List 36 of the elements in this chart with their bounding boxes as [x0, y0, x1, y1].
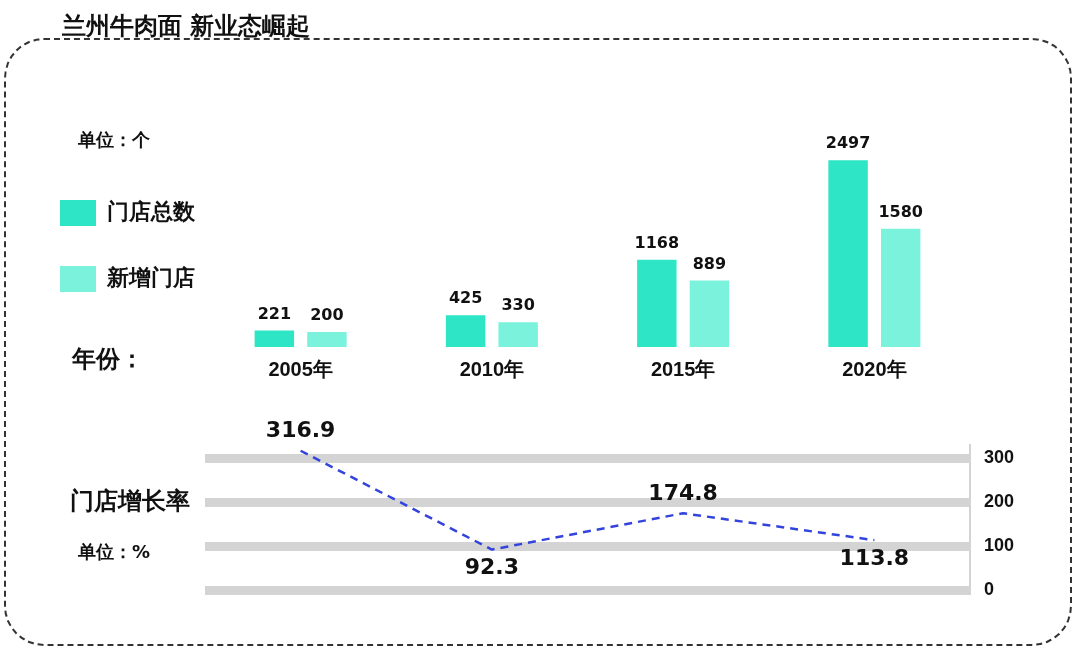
- y-tick-label: 200: [984, 491, 1015, 512]
- data-label: 174.8: [648, 480, 718, 506]
- data-label: 1580: [878, 201, 923, 221]
- data-label: 200: [310, 305, 344, 325]
- data-label: 2497: [825, 133, 871, 153]
- data-label: 92.3: [464, 554, 520, 580]
- chart-title: 兰州牛肉面 新业态崛起: [62, 11, 311, 42]
- bar: [689, 280, 730, 347]
- y-tick-label: 100: [984, 535, 1015, 556]
- bar: [307, 332, 347, 347]
- data-label: 425: [448, 288, 483, 308]
- legend-label: 新增门店: [106, 265, 195, 291]
- x-axis-title: 年份：: [72, 344, 144, 375]
- bar: [498, 322, 538, 347]
- data-label: 316.9: [265, 417, 336, 443]
- bar: [880, 228, 921, 347]
- data-label: 221: [257, 303, 292, 323]
- y-tick-label: 300: [984, 447, 1015, 468]
- data-label: 889: [692, 253, 727, 273]
- legend-label: 门店总数: [107, 199, 196, 225]
- y-axis-title: 门店增长率: [70, 486, 190, 517]
- data-label: 330: [501, 295, 535, 315]
- data-label: 1168: [634, 232, 680, 252]
- bar: [637, 259, 677, 347]
- x-tick-label: 2010年: [459, 357, 525, 380]
- text: 单位：%: [78, 540, 151, 564]
- chart-subtitle: 单位：个: [78, 128, 150, 152]
- line-series: [299, 449, 876, 551]
- data-label: 113.8: [839, 544, 910, 570]
- bar: [254, 330, 295, 347]
- x-tick-label: 2020年: [842, 357, 907, 380]
- bar: [828, 160, 868, 347]
- y-tick-label: 0: [984, 579, 995, 600]
- x-tick-label: 2005年: [268, 357, 333, 380]
- bar: [445, 315, 486, 347]
- x-tick-label: 2015年: [650, 357, 716, 380]
